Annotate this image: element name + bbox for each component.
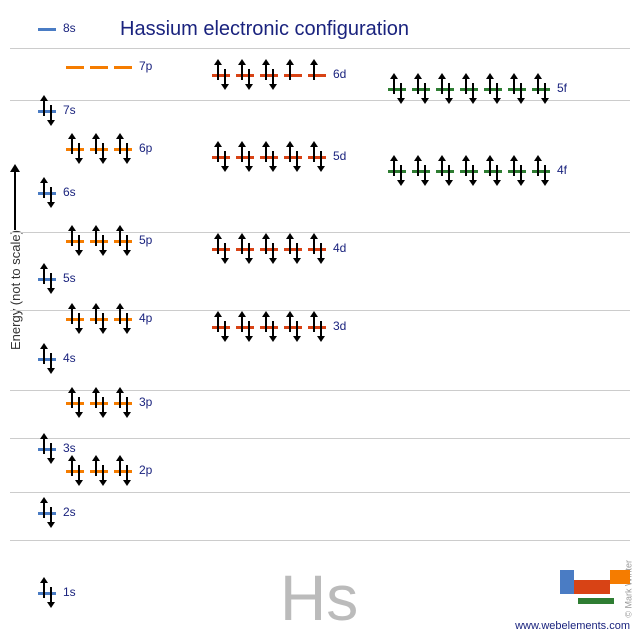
orbital-label: 1s [63, 585, 76, 599]
orbital-dash [212, 74, 230, 77]
orbital-dash [284, 74, 302, 77]
divider [10, 100, 630, 101]
orbital-dash [284, 248, 302, 251]
orbital-dash [38, 358, 56, 361]
divider [10, 48, 630, 49]
element-symbol: Hs [280, 561, 358, 635]
chart-title: Hassium electronic configuration [120, 18, 409, 41]
orbital-dash [260, 326, 278, 329]
orbital-label: 6s [63, 185, 76, 199]
orbital-label: 6p [139, 141, 152, 155]
orbital-dash [212, 326, 230, 329]
orbital-dash [66, 318, 84, 321]
orbital-dash [484, 88, 502, 91]
orbital-dash [66, 148, 84, 151]
orbital-label: 5p [139, 233, 152, 247]
orbital-dash [412, 170, 430, 173]
orbital-dash [308, 248, 326, 251]
orbital-dash [308, 74, 326, 77]
orbital-dash [66, 66, 84, 69]
orbital-dash [436, 170, 454, 173]
orbital-dash [532, 170, 550, 173]
orbital-dash [436, 88, 454, 91]
orbital-dash [284, 156, 302, 159]
orbital-label: 7p [139, 59, 152, 73]
orbital-label: 6d [333, 67, 346, 81]
orbital-dash [114, 66, 132, 69]
orbital-label: 4p [139, 311, 152, 325]
divider [10, 390, 630, 391]
orbital-dash [90, 470, 108, 473]
orbital-dash [260, 74, 278, 77]
orbital-dash [114, 470, 132, 473]
orbital-dash [212, 248, 230, 251]
orbital-dash [90, 318, 108, 321]
orbital-dash [308, 156, 326, 159]
orbital-dash [388, 88, 406, 91]
orbital-dash [38, 512, 56, 515]
orbital-dash [90, 240, 108, 243]
orbital-label: 8s [63, 21, 76, 35]
orbital-dash [460, 170, 478, 173]
orbital-dash [90, 402, 108, 405]
orbital-label: 3d [333, 319, 346, 333]
orbital-dash [90, 148, 108, 151]
orbital-dash [460, 88, 478, 91]
orbital-dash [260, 248, 278, 251]
orbital-dash [388, 170, 406, 173]
orbital-dash [114, 240, 132, 243]
orbital-label: 5d [333, 149, 346, 163]
orbital-dash [66, 470, 84, 473]
orbital-label: 7s [63, 103, 76, 117]
orbital-dash [114, 148, 132, 151]
orbital-dash [236, 74, 254, 77]
orbital-dash [532, 88, 550, 91]
orbital-dash [284, 326, 302, 329]
divider [10, 540, 630, 541]
orbital-dash [66, 402, 84, 405]
orbital-dash [38, 448, 56, 451]
orbital-label: 5s [63, 271, 76, 285]
orbital-dash [38, 192, 56, 195]
divider [10, 438, 630, 439]
orbital-label: 4s [63, 351, 76, 365]
orbital-dash [212, 156, 230, 159]
orbital-label: 2p [139, 463, 152, 477]
orbital-label: 3s [63, 441, 76, 455]
orbital-dash [236, 248, 254, 251]
orbital-label: 4f [557, 163, 567, 177]
url-text: www.webelements.com [515, 620, 630, 632]
divider [10, 310, 630, 311]
y-axis-arrow [14, 170, 16, 230]
orbital-dash [90, 66, 108, 69]
orbital-dash [38, 110, 56, 113]
site-logo [560, 570, 630, 610]
orbital-label: 2s [63, 505, 76, 519]
orbital-label: 3p [139, 395, 152, 409]
orbital-dash [38, 592, 56, 595]
orbital-dash [114, 402, 132, 405]
orbital-label: 4d [333, 241, 346, 255]
orbital-dash [508, 88, 526, 91]
orbital-dash [308, 326, 326, 329]
orbital-dash [38, 278, 56, 281]
orbital-label: 5f [557, 81, 567, 95]
y-axis-label: Energy (not to scale) [8, 230, 23, 350]
orbital-dash [66, 240, 84, 243]
orbital-dash [236, 156, 254, 159]
orbital-dash [236, 326, 254, 329]
orbital-dash [114, 318, 132, 321]
orbital-dash [260, 156, 278, 159]
orbital-dash [484, 170, 502, 173]
orbital-dash [508, 170, 526, 173]
divider [10, 232, 630, 233]
orbital-dash [412, 88, 430, 91]
divider [10, 492, 630, 493]
orbital-dash [38, 28, 56, 31]
